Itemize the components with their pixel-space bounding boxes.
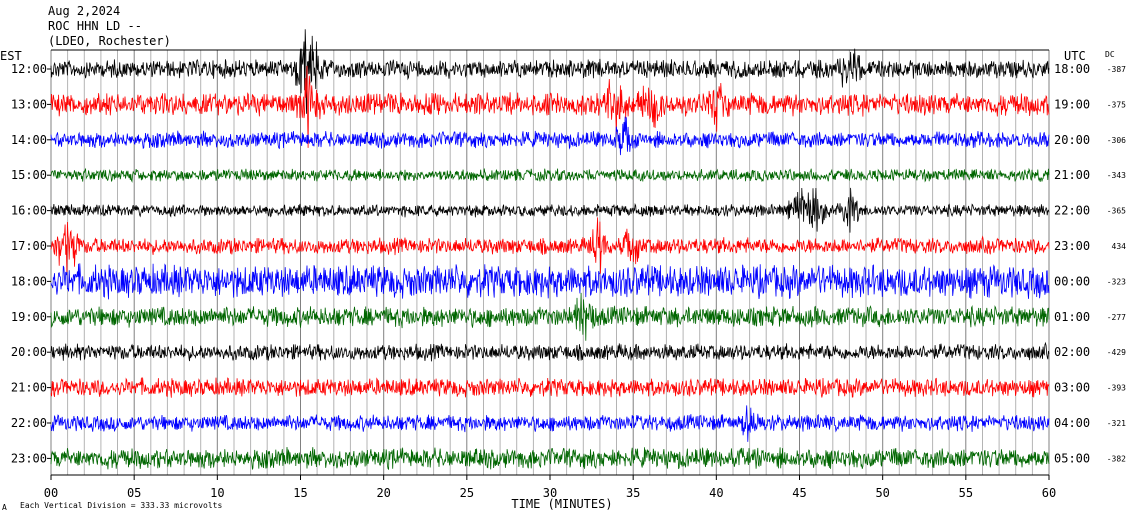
trace-2200 bbox=[50, 405, 1050, 442]
x-tick-label-45: 45 bbox=[792, 486, 806, 500]
station-label: ROC HHN LD -- bbox=[48, 19, 142, 33]
trace-group bbox=[50, 29, 1050, 471]
row-label-est-2200: 22:00 bbox=[11, 416, 47, 430]
row-label-est-1500: 15:00 bbox=[11, 168, 47, 182]
row-label-dc-6: -323 bbox=[1107, 277, 1126, 286]
corner-mark: A bbox=[2, 503, 7, 512]
row-label-utc-2100: 21:00 bbox=[1054, 168, 1090, 182]
row-label-est-1700: 17:00 bbox=[11, 239, 47, 253]
trace-1400 bbox=[50, 116, 1050, 156]
x-tick-label-25: 25 bbox=[460, 486, 474, 500]
x-axis-label: TIME (MINUTES) bbox=[511, 497, 612, 511]
row-label-est-2300: 23:00 bbox=[11, 451, 47, 465]
row-label-dc-11: -382 bbox=[1107, 454, 1126, 463]
x-tick-label-05: 05 bbox=[127, 486, 141, 500]
x-tick-label-20: 20 bbox=[376, 486, 390, 500]
row-label-utc-2200: 22:00 bbox=[1054, 204, 1090, 218]
row-label-dc-7: -277 bbox=[1107, 313, 1126, 322]
trace-1800 bbox=[50, 263, 1050, 300]
x-tick-label-15: 15 bbox=[293, 486, 307, 500]
minute-gridlines bbox=[50, 49, 1050, 476]
scale-note: Each Vertical Division = 333.33 microvol… bbox=[20, 501, 222, 510]
row-label-group: 12:00 18:00 -387 13:00 19:00 -375 14:00 20:00 -3… bbox=[11, 62, 1126, 465]
row-label-dc-9: -393 bbox=[1107, 384, 1126, 393]
row-label-utc-2000: 20:00 bbox=[1054, 133, 1090, 147]
trace-1200 bbox=[50, 29, 1050, 114]
row-label-est-1800: 18:00 bbox=[11, 274, 47, 288]
row-label-dc-4: -365 bbox=[1107, 207, 1126, 216]
row-label-utc-0000: 00:00 bbox=[1054, 274, 1090, 288]
trace-2300 bbox=[50, 446, 1050, 471]
x-tick-label-50: 50 bbox=[875, 486, 889, 500]
left-zone-label: EST bbox=[0, 49, 22, 63]
x-tick-label-00: 00 bbox=[44, 486, 58, 500]
row-label-dc-8: -429 bbox=[1107, 348, 1126, 357]
row-label-est-2100: 21:00 bbox=[11, 381, 47, 395]
row-label-utc-0400: 04:00 bbox=[1054, 416, 1090, 430]
dc-header-label: DC bbox=[1105, 50, 1115, 59]
row-label-utc-0100: 01:00 bbox=[1054, 310, 1090, 324]
trace-1300 bbox=[50, 65, 1050, 148]
trace-1500 bbox=[50, 167, 1050, 183]
x-tick-label-10: 10 bbox=[210, 486, 224, 500]
x-tick-label-40: 40 bbox=[709, 486, 723, 500]
row-label-dc-0: -387 bbox=[1107, 65, 1126, 74]
row-label-est-1400: 14:00 bbox=[11, 133, 47, 147]
row-label-dc-5: 434 bbox=[1112, 242, 1127, 251]
trace-2000 bbox=[50, 341, 1050, 362]
trace-1900 bbox=[50, 292, 1050, 341]
row-label-est-1600: 16:00 bbox=[11, 204, 47, 218]
row-label-utc-0200: 02:00 bbox=[1054, 345, 1090, 359]
row-label-utc-0300: 03:00 bbox=[1054, 381, 1090, 395]
trace-1700 bbox=[50, 217, 1050, 276]
row-label-dc-3: -343 bbox=[1107, 171, 1126, 180]
row-label-est-1300: 13:00 bbox=[11, 97, 47, 111]
x-tick-label-35: 35 bbox=[626, 486, 640, 500]
row-label-est-2000: 20:00 bbox=[11, 345, 47, 359]
x-tick-label-60: 60 bbox=[1042, 486, 1056, 500]
row-label-utc-1800: 18:00 bbox=[1054, 62, 1090, 76]
trace-1600 bbox=[50, 187, 1050, 233]
row-label-dc-10: -321 bbox=[1107, 419, 1126, 428]
row-label-utc-2300: 23:00 bbox=[1054, 239, 1090, 253]
x-tick-group: 00 05 10 15 20 25 30 35 40 45 50 55 60 bbox=[44, 475, 1056, 500]
row-label-dc-1: -375 bbox=[1107, 100, 1126, 109]
date-label: Aug 2,2024 bbox=[48, 4, 121, 18]
x-tick-label-55: 55 bbox=[959, 486, 973, 500]
row-label-est-1200: 12:00 bbox=[11, 62, 47, 76]
row-label-est-1900: 19:00 bbox=[11, 310, 47, 324]
x-tick-label-30: 30 bbox=[543, 486, 557, 500]
row-label-utc-0500: 05:00 bbox=[1054, 451, 1090, 465]
row-label-utc-1900: 19:00 bbox=[1054, 97, 1090, 111]
row-label-dc-2: -306 bbox=[1107, 136, 1126, 145]
trace-2100 bbox=[50, 377, 1050, 398]
network-label: (LDEO, Rochester) bbox=[48, 34, 171, 48]
right-zone-label: UTC bbox=[1064, 49, 1086, 63]
